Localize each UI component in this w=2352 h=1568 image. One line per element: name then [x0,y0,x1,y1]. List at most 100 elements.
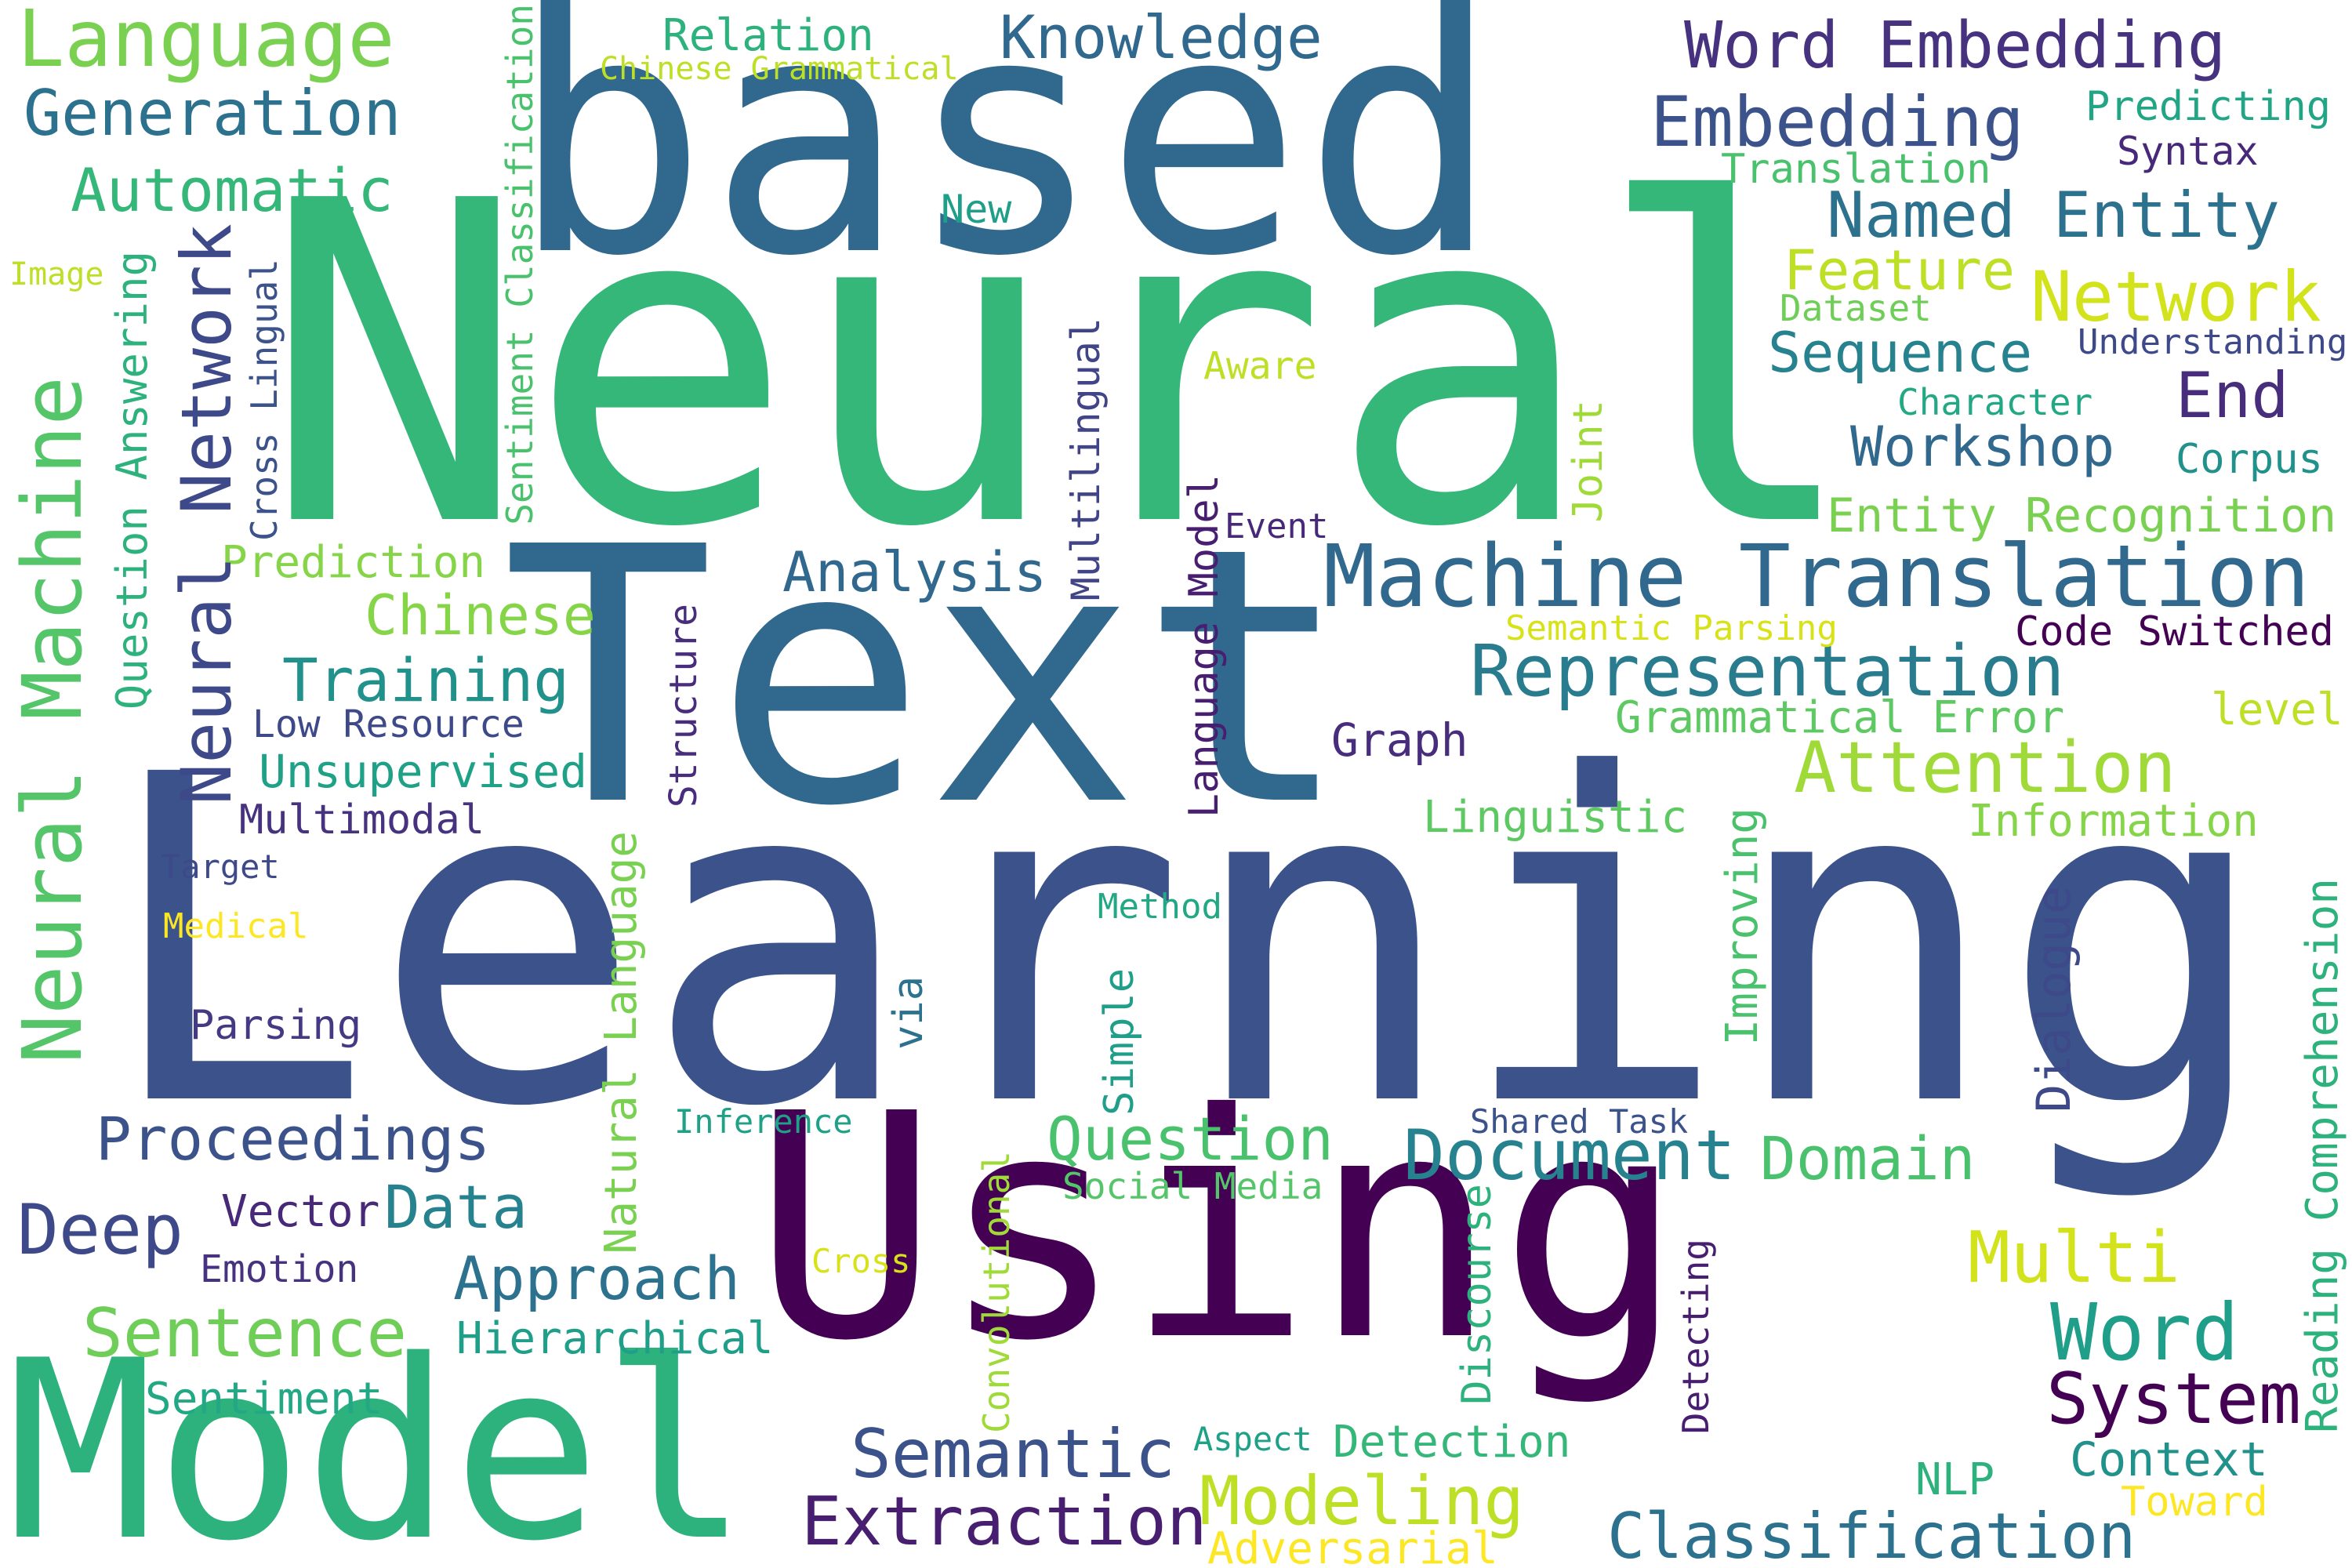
word-sentence: Sentence [82,1294,408,1373]
word-emotion: Emotion [200,1247,359,1291]
word-embedding: Embedding [1650,82,2024,162]
word-machine-translation: Machine Translation [1323,526,2310,626]
word-social-media: Social Media [1062,1165,1323,1207]
word-image: Image [9,256,104,292]
word-detecting: Detecting [1675,1239,1717,1435]
word-aspect: Aspect [1193,1420,1312,1458]
word-adversarial: Adversarial [1207,1523,1498,1568]
word-sentiment-classification: Sentiment Classification [499,4,541,525]
word-system: System [2046,1358,2302,1440]
word-using: Using [753,1048,1686,1409]
word-question: Question [1047,1104,1334,1174]
word-end: End [2176,359,2289,432]
word-improving: Improving [1717,808,1768,1046]
word-structure: Structure [662,604,706,808]
word-workshop: Workshop [1850,415,2115,479]
word-cross-lingual: Cross Lingual [243,259,285,542]
word-predicting: Predicting [2085,83,2332,130]
word-sequence: Sequence [1768,321,2033,385]
word-language-model: Language Model [1181,474,1228,818]
word-linguistic: Linguistic [1423,792,1688,843]
word-natural-language: Natural Language [596,831,647,1254]
word-detection: Detection [1333,1417,1571,1468]
word-neural-network: Neural Network [166,223,247,805]
word-unsupervised: Unsupervised [259,745,588,798]
word-multilingual: Multilingual [1063,318,1109,601]
word-proceedings: Proceedings [96,1104,491,1174]
word-neural: Neural [261,109,1861,624]
word-data: Data [384,1172,528,1242]
word-corpus: Corpus [2176,436,2323,483]
word-new: New [941,187,1012,232]
word-entity-recognition: Entity Recognition [1827,488,2337,543]
word-multi: Multi [1968,1217,2180,1299]
word-word: Word [2050,1287,2239,1378]
word-low-resource: Low Resource [252,702,524,746]
word-context: Context [2070,1432,2268,1487]
word-domain: Domain [1760,1123,1976,1193]
word-reading-comprehension: Reading Comprehension [2297,878,2348,1434]
word-relation: Relation [662,10,874,61]
word-learning: Learning [100,680,2272,1205]
word-knowledge: Knowledge [1000,2,1323,72]
word-generation: Generation [24,77,401,150]
word-semantic: Semantic [851,1415,1176,1494]
word-syntax: Syntax [2117,129,2259,174]
word-graph: Graph [1331,713,1468,767]
word-translation: Translation [1721,146,1991,193]
word-convolutional: Convolutional [975,1151,1018,1434]
word-chinese: Chinese [365,583,597,648]
word-medical: Medical [163,906,309,946]
word-automatic: Automatic [71,155,394,225]
word-question-answering: Question Answering [107,251,157,710]
word-modeling: Modeling [1200,1462,1525,1541]
word-deep: Deep [17,1189,183,1270]
word-level: level [2211,684,2343,735]
word-character: Character [1897,381,2093,423]
word-information: Information [1968,796,2259,847]
word-extraction: Extraction [801,1483,1207,1561]
word-multimodal: Multimodal [239,797,485,844]
word-feature: Feature [1784,238,2016,303]
word-network: Network [2031,256,2321,337]
word-method: Method [1098,887,1222,927]
word-toward: Toward [2121,1479,2268,1526]
word-sentiment: Sentiment [145,1374,383,1425]
word-inference: Inference [674,1102,853,1141]
word-event: Event [1225,506,1329,546]
word-attention: Attention [1794,727,2176,809]
word-via: via [885,976,932,1050]
word-model: Model [6,1308,750,1568]
word-nlp: NLP [1915,1454,1995,1505]
word-classification: Classification [1607,1500,2136,1568]
word-code-switched: Code Switched [2015,608,2334,655]
word-chinese-grammatical: Chinese Grammatical [600,51,959,87]
word-training: Training [282,645,570,715]
word-grammatical-error: Grammatical Error [1615,692,2065,743]
word-simple: Simple [1096,968,1143,1116]
word-joint: Joint [1565,400,1612,523]
word-document: Document [1403,1115,1736,1196]
word-text: Text [502,473,1352,884]
word-parsing: Parsing [190,1002,362,1049]
word-aware: Aware [1203,344,1317,388]
word-target: Target [161,848,280,886]
word-named-entity: Named Entity [1827,179,2280,252]
word-cross: Cross [811,1242,911,1280]
word-representation: Representation [1470,630,2065,713]
word-analysis: Analysis [782,540,1047,604]
word-shared-task: Shared Task [1470,1102,1689,1141]
word-hierarchical: Hierarchical [456,1313,774,1364]
word-dataset: Dataset [1780,287,1932,329]
word-based: based [510,0,1501,328]
word-language: Language [17,0,395,85]
word-word-embedding: Word Embedding [1684,9,2227,83]
word-discourse: Discourse [1454,1184,1501,1405]
word-understanding: Understanding [2078,322,2348,362]
word-neural-machine: Neural Machine [5,376,100,1064]
word-dialogue: Dialogue [2027,886,2082,1112]
word-semantic-parsing: Semantic Parsing [1505,608,1838,648]
word-approach: Approach [453,1243,741,1313]
word-vector: Vector [221,1186,380,1237]
